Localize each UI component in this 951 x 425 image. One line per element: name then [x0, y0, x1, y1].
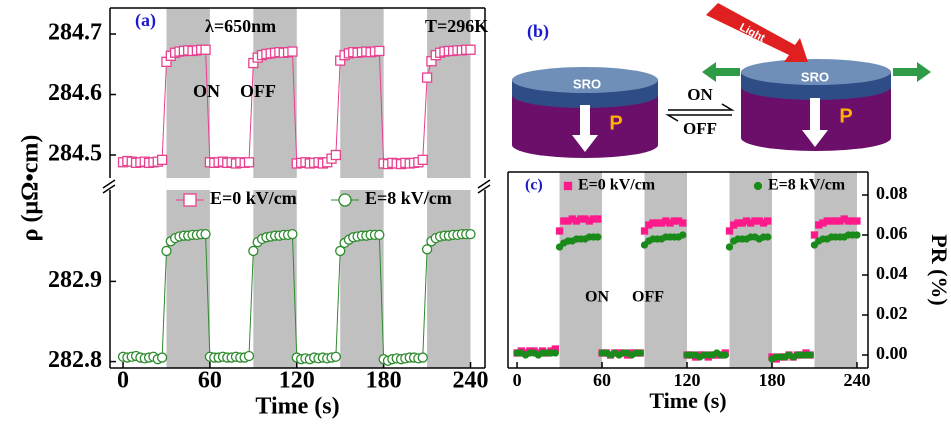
shaded-region — [166, 190, 209, 368]
legend-marker — [339, 194, 351, 206]
strain-arrow — [702, 62, 740, 82]
data-point — [466, 230, 475, 239]
shaded-region — [340, 190, 383, 368]
y-tick-label: 284.7 — [48, 20, 102, 46]
data-point — [288, 230, 297, 239]
polarization-label: P — [609, 112, 622, 134]
data-point — [552, 350, 558, 356]
x-tick-label: 60 — [198, 368, 222, 394]
data-point — [375, 46, 384, 55]
data-point — [418, 155, 427, 164]
data-point — [680, 232, 686, 238]
shaded-region — [560, 172, 602, 368]
data-point — [765, 218, 771, 224]
data-point — [642, 228, 648, 234]
annotation: ON — [585, 289, 609, 306]
y-tick-label: 0.08 — [876, 183, 908, 203]
annotation: (a) — [135, 10, 156, 31]
chart-panel: 282.8 282.9 0 60 120 180 240 E=0 kV/cm E=8 kV/cm… — [48, 188, 489, 419]
annotation: (c) — [525, 177, 543, 194]
data-point — [331, 352, 340, 361]
x-tick-label: 0 — [513, 370, 522, 390]
annotation: ON — [193, 81, 220, 101]
x-tick-label: 60 — [593, 370, 611, 390]
figure: (b) SRO P SRO P Light ON OFF 284.5 284.6 2… — [0, 0, 951, 425]
x-axis-title: Time (s) — [255, 394, 339, 420]
data-point — [595, 216, 601, 222]
y-tick-label: 284.5 — [48, 141, 102, 167]
shaded-region — [814, 172, 856, 368]
polarization-label: P — [839, 105, 852, 127]
legend-marker — [565, 183, 572, 190]
data-point — [158, 353, 167, 362]
y-tick-label: 0.06 — [876, 223, 908, 243]
data-point — [331, 151, 340, 160]
y-axis-title: PR (%) — [927, 234, 951, 305]
data-point — [807, 352, 813, 358]
y-axis-title: ρ (μΩ•cm) — [18, 135, 44, 242]
legend-label: E=8 kV/cm — [768, 177, 846, 194]
forward-arrow — [668, 104, 732, 110]
annotation: T=296K — [425, 16, 488, 36]
strain-arrow — [893, 62, 931, 82]
shaded-region — [729, 172, 771, 368]
data-point — [375, 230, 384, 239]
layer-label: SRO — [801, 69, 829, 84]
y-tick-label: 0.00 — [876, 343, 908, 363]
data-point — [722, 352, 728, 358]
legend-label: E=0 kV/cm — [578, 177, 656, 194]
legend-label: E=8 kV/cm — [365, 188, 452, 208]
annotation: OFF — [632, 289, 664, 306]
legend-marker — [184, 194, 196, 206]
data-point — [162, 246, 171, 255]
y-tick-label: 284.6 — [48, 80, 102, 106]
x-tick-label: 180 — [366, 368, 402, 394]
x-tick-label: 0 — [117, 368, 129, 394]
data-point — [244, 158, 253, 167]
shaded-region — [645, 172, 687, 368]
data-point — [418, 353, 427, 362]
data-point — [765, 234, 771, 240]
shaded-region — [427, 190, 470, 368]
data-point — [288, 47, 297, 56]
x-axis-title: Time (s) — [649, 388, 726, 413]
y-tick-label: 282.8 — [48, 347, 102, 373]
x-tick-label: 180 — [758, 370, 785, 390]
x-tick-label: 120 — [279, 368, 315, 394]
layer-label: SRO — [573, 76, 601, 91]
diagram-b: (b) SRO P SRO P Light ON OFF — [512, 3, 931, 158]
data-point — [726, 244, 732, 250]
data-point — [595, 234, 601, 240]
data-point — [201, 230, 210, 239]
data-point — [680, 220, 686, 226]
data-point — [423, 73, 432, 82]
chart-panel: 0.000.020.040.060.08060120180240E=0 kV/c… — [508, 172, 951, 413]
data-point — [637, 350, 643, 356]
shaded-region — [340, 8, 383, 178]
data-point — [557, 228, 563, 234]
shaded-region — [253, 190, 296, 368]
legend-label: E=0 kV/cm — [210, 188, 297, 208]
data-point — [811, 232, 817, 238]
data-point — [249, 246, 258, 255]
data-point — [854, 218, 860, 224]
backward-label: OFF — [683, 119, 717, 138]
y-tick-label: 0.02 — [876, 303, 908, 323]
data-point — [244, 351, 253, 360]
y-tick-label: 0.04 — [876, 263, 908, 283]
panel-label: (b) — [527, 21, 549, 42]
annotation: OFF — [240, 81, 276, 101]
data-point — [201, 45, 210, 54]
data-point — [854, 232, 860, 238]
y-tick-label: 282.9 — [48, 267, 102, 293]
data-point — [158, 155, 167, 164]
data-point — [466, 45, 475, 54]
data-point — [726, 228, 732, 234]
legend-marker — [755, 183, 762, 190]
forward-label: ON — [687, 85, 713, 104]
x-tick-label: 240 — [453, 368, 489, 394]
x-tick-label: 240 — [843, 370, 870, 390]
annotation: λ=650nm — [205, 16, 276, 36]
